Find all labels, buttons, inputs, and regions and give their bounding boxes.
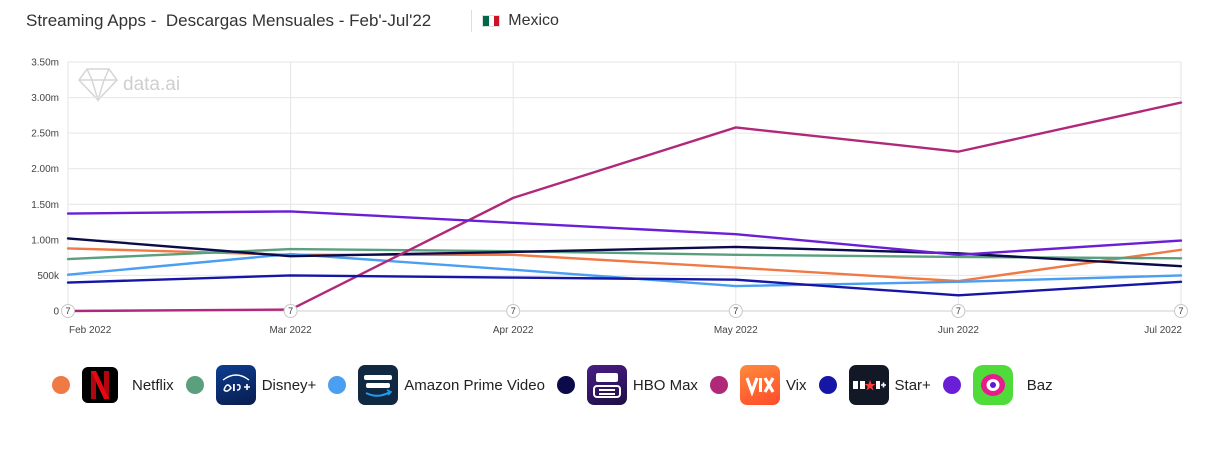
vix-icon — [739, 365, 780, 405]
event-markers: 7 7 7 7 7 7 — [61, 304, 1188, 318]
flag-stripe-white — [488, 16, 494, 26]
star-plus-icon — [848, 365, 889, 405]
line-chart: data.ai 0 500k 1.00m 1.50m 2.00m 2.50m 3.00m 3.… — [31, 58, 1188, 336]
chart-header: Streaming Apps - Descargas Mensuales - F… — [26, 10, 559, 32]
watermark-text: data.ai — [123, 74, 180, 95]
series-line-hbo-max — [66, 237, 1183, 268]
series-line-star- — [66, 274, 1183, 297]
x-tick-label: Jul 2022 — [1144, 325, 1182, 336]
event-marker-label: 7 — [288, 306, 293, 316]
legend-dot — [556, 376, 575, 394]
y-tick-label: 500k — [37, 271, 60, 282]
legend-item-vix[interactable]: Vix — [709, 365, 807, 405]
y-axis-ticks: 0 500k 1.00m 1.50m 2.00m 2.50m 3.00m 3.50m — [31, 58, 60, 318]
diamond-logo-icon — [78, 68, 118, 103]
flag-stripe-red — [493, 16, 500, 26]
event-marker-label: 7 — [956, 306, 961, 316]
legend-dot — [942, 376, 961, 394]
y-tick-label: 2.50m — [31, 129, 59, 140]
disney-plus-icon — [215, 365, 256, 405]
event-marker — [61, 304, 75, 318]
hbo-max-icon — [586, 365, 627, 405]
baz-icon — [972, 365, 1013, 405]
x-tick-label: Mar 2022 — [269, 325, 312, 336]
legend-label: Amazon Prime Video — [404, 376, 545, 394]
event-marker — [1174, 304, 1188, 318]
watermark: data.ai — [78, 68, 180, 103]
legend-dot — [328, 376, 347, 394]
legend-label: Star+ — [894, 376, 931, 394]
legend-item-baz[interactable]: Baz — [942, 365, 1053, 405]
event-marker — [283, 304, 298, 318]
chart-title: Streaming Apps - Descargas Mensuales - F… — [26, 11, 432, 30]
event-marker-label: 7 — [1178, 306, 1183, 316]
country-label[interactable]: Mexico — [508, 12, 559, 29]
x-axis-ticks: Feb 2022 Mar 2022 Apr 2022 May 2022 Jun 2022… — [69, 325, 1182, 336]
legend-item-star-plus[interactable]: Star+ — [818, 365, 931, 405]
series-line-vix — [289, 101, 1183, 311]
netflix-logo — [91, 371, 109, 399]
legend-dot — [52, 376, 70, 394]
star-plus-logo — [852, 380, 886, 391]
x-tick-label: May 2022 — [714, 325, 758, 336]
y-tick-label: 0 — [53, 307, 59, 318]
baz-logo — [980, 374, 1005, 396]
series-prelaunch-segment — [66, 308, 292, 313]
event-marker-label: 7 — [511, 306, 516, 316]
event-marker — [506, 304, 521, 318]
legend-item-disney-plus[interactable]: Disney+ — [185, 365, 317, 405]
hbo-max-logo — [592, 373, 621, 398]
legend-label: HBO Max — [632, 376, 698, 394]
vix-logo — [745, 377, 775, 396]
y-tick-label: 2.00m — [31, 164, 59, 175]
mexico-flag-icon — [482, 15, 501, 27]
legend-dot — [185, 376, 204, 394]
y-tick-label: 3.50m — [31, 58, 59, 69]
flag-stripe-green — [483, 16, 489, 26]
series-line-disney- — [66, 247, 1183, 261]
x-tick-label: Feb 2022 — [69, 325, 112, 336]
x-tick-label: Jun 2022 — [938, 325, 980, 336]
series-line-baz — [66, 210, 1183, 256]
prime-video-icon — [358, 365, 399, 405]
event-marker-label: 7 — [65, 306, 70, 316]
legend-item-hbo-max[interactable]: HBO Max — [556, 365, 698, 405]
legend-dot — [818, 376, 837, 394]
legend-label: Disney+ — [261, 376, 317, 394]
event-marker — [951, 304, 966, 318]
y-tick-label: 1.50m — [31, 200, 59, 211]
legend-item-netflix[interactable]: Netflix — [52, 367, 174, 403]
x-tick-label: Apr 2022 — [493, 325, 534, 336]
chart-legend: Netflix Disney+ Amazon Prime Video — [52, 362, 1065, 408]
netflix-icon — [82, 367, 118, 403]
series-line-amazon-prime-video — [66, 252, 1183, 288]
y-tick-label: 3.00m — [31, 93, 59, 104]
legend-label: Baz — [1026, 376, 1053, 394]
header-divider — [471, 10, 473, 32]
prime-video-logo — [364, 375, 393, 397]
series-lines — [66, 101, 1183, 313]
event-marker-label: 7 — [733, 306, 738, 316]
legend-item-prime-video[interactable]: Amazon Prime Video — [328, 365, 545, 405]
legend-dot — [709, 376, 728, 394]
disney-plus-logo — [222, 374, 250, 392]
y-tick-label: 1.00m — [31, 235, 59, 246]
legend-label: Vix — [785, 376, 807, 394]
legend-label: Netflix — [132, 376, 174, 394]
event-marker — [728, 304, 743, 318]
